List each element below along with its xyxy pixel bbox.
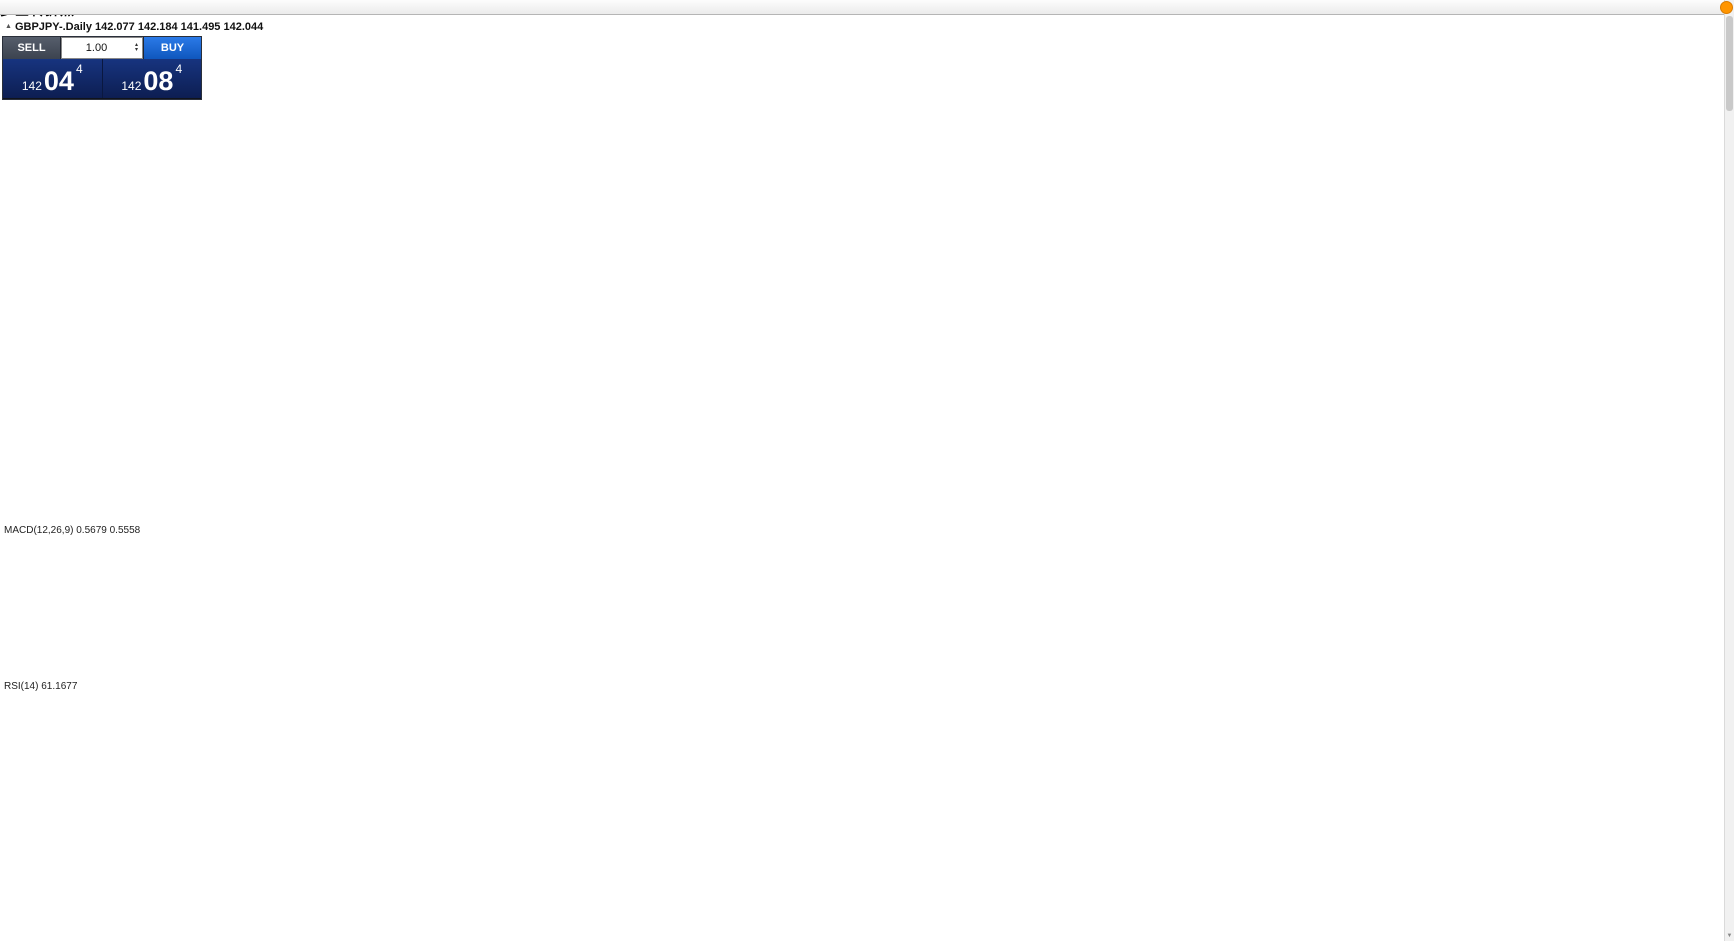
- volume-spinner[interactable]: ▴ ▾: [131, 42, 142, 53]
- scrollbar-thumb[interactable]: [1726, 16, 1733, 111]
- sell-price-prefix: 142: [21, 79, 42, 93]
- buy-price-display[interactable]: 142 08 4: [103, 59, 202, 98]
- volume-value: 1.00: [85, 42, 108, 54]
- notification-badge[interactable]: [1720, 1, 1733, 14]
- volume-down-icon[interactable]: ▾: [134, 47, 138, 53]
- macd-label: MACD(12,26,9) 0.5679 0.5558: [4, 525, 141, 536]
- sell-price-display[interactable]: 142 04 4: [3, 59, 102, 98]
- scrollbar-down-icon[interactable]: ▼: [1726, 933, 1733, 939]
- volume-input[interactable]: 1.00 ▴ ▾: [61, 37, 143, 59]
- sell-button[interactable]: SELL: [3, 37, 61, 59]
- sell-price-sup: 4: [75, 62, 83, 76]
- buy-price-prefix: 142: [121, 79, 142, 93]
- toolbar: [0, 0, 1734, 15]
- rsi-label: RSI(14) 61.1677: [4, 681, 78, 692]
- sell-price-big: 04: [43, 66, 74, 96]
- buy-price-big: 08: [143, 66, 174, 96]
- oneclick-collapse-icon[interactable]: ▲: [5, 23, 12, 30]
- chart-title: ▲ GBPJPY-.Daily 142.077 142.184 141.495 1…: [5, 21, 263, 33]
- buy-price-sup: 4: [175, 62, 183, 76]
- chart-title-text: GBPJPY-.Daily 142.077 142.184 141.495 14…: [14, 21, 264, 33]
- vertical-scrollbar[interactable]: ▲ ▼: [1724, 0, 1734, 941]
- volume-up-icon[interactable]: ▴: [134, 42, 138, 48]
- price-divider: [101, 59, 103, 98]
- buy-button[interactable]: BUY: [143, 37, 201, 59]
- one-click-trading-panel: SELL 1.00 ▴ ▾ BUY 142 04 4 142 08 4: [2, 36, 202, 100]
